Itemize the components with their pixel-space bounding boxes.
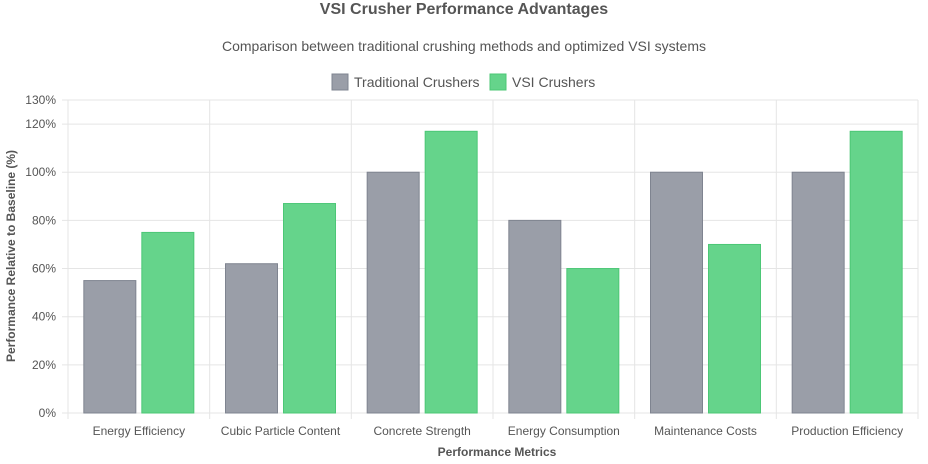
x-tick-label: Production Efficiency xyxy=(791,424,903,438)
bar-traditional[interactable] xyxy=(225,263,278,414)
legend[interactable]: Traditional Crushers VSI Crushers xyxy=(331,73,595,91)
legend-label-vsi: VSI Crushers xyxy=(512,74,595,90)
bar-traditional[interactable] xyxy=(508,219,562,414)
y-tick-label: 0% xyxy=(39,406,57,420)
y-axis-ticks: 0% 20% 40% 60% 80% 100% 120% 130% xyxy=(25,93,56,420)
x-tick-label: Energy Consumption xyxy=(508,424,620,438)
x-axis-ticks: Energy Efficiency Cubic Particle Content C… xyxy=(93,424,904,438)
x-tick-label: Energy Efficiency xyxy=(93,424,186,438)
bar-vsi[interactable] xyxy=(283,203,336,414)
y-tick-label: 20% xyxy=(32,358,56,372)
y-tick-label: 120% xyxy=(25,117,56,131)
legend-item-traditional[interactable]: Traditional Crushers xyxy=(331,73,480,91)
x-axis-title: Performance Metrics xyxy=(438,445,557,459)
legend-label-traditional: Traditional Crushers xyxy=(354,74,480,90)
bar-traditional[interactable] xyxy=(366,171,420,414)
x-tick-label: Maintenance Costs xyxy=(654,424,757,438)
chart-subtitle: Comparison between traditional crushing … xyxy=(222,38,706,54)
y-tick-label: 130% xyxy=(25,93,56,107)
bar-vsi[interactable] xyxy=(141,231,195,414)
chart-title: VSI Crusher Performance Advantages xyxy=(320,1,609,18)
bar-vsi[interactable] xyxy=(849,130,903,414)
bars xyxy=(83,130,903,414)
x-tick-label: Cubic Particle Content xyxy=(221,424,341,438)
y-tick-label: 100% xyxy=(25,165,56,179)
bar-traditional[interactable] xyxy=(83,280,137,414)
legend-item-vsi[interactable]: VSI Crushers xyxy=(489,73,595,91)
bar-vsi[interactable] xyxy=(708,243,761,414)
y-axis-title: Performance Relative to Baseline (%) xyxy=(4,150,18,362)
bar-traditional[interactable] xyxy=(791,171,845,414)
legend-swatch-vsi xyxy=(489,73,507,91)
bar-vsi[interactable] xyxy=(566,268,620,414)
y-tick-label: 40% xyxy=(32,310,56,324)
x-tick-label: Concrete Strength xyxy=(373,424,470,438)
legend-swatch-traditional xyxy=(331,73,349,91)
bar-vsi[interactable] xyxy=(424,130,478,414)
bar-traditional[interactable] xyxy=(650,171,703,414)
y-tick-label: 80% xyxy=(32,213,56,227)
y-tick-label: 60% xyxy=(32,262,56,276)
grid-lines xyxy=(62,99,919,419)
